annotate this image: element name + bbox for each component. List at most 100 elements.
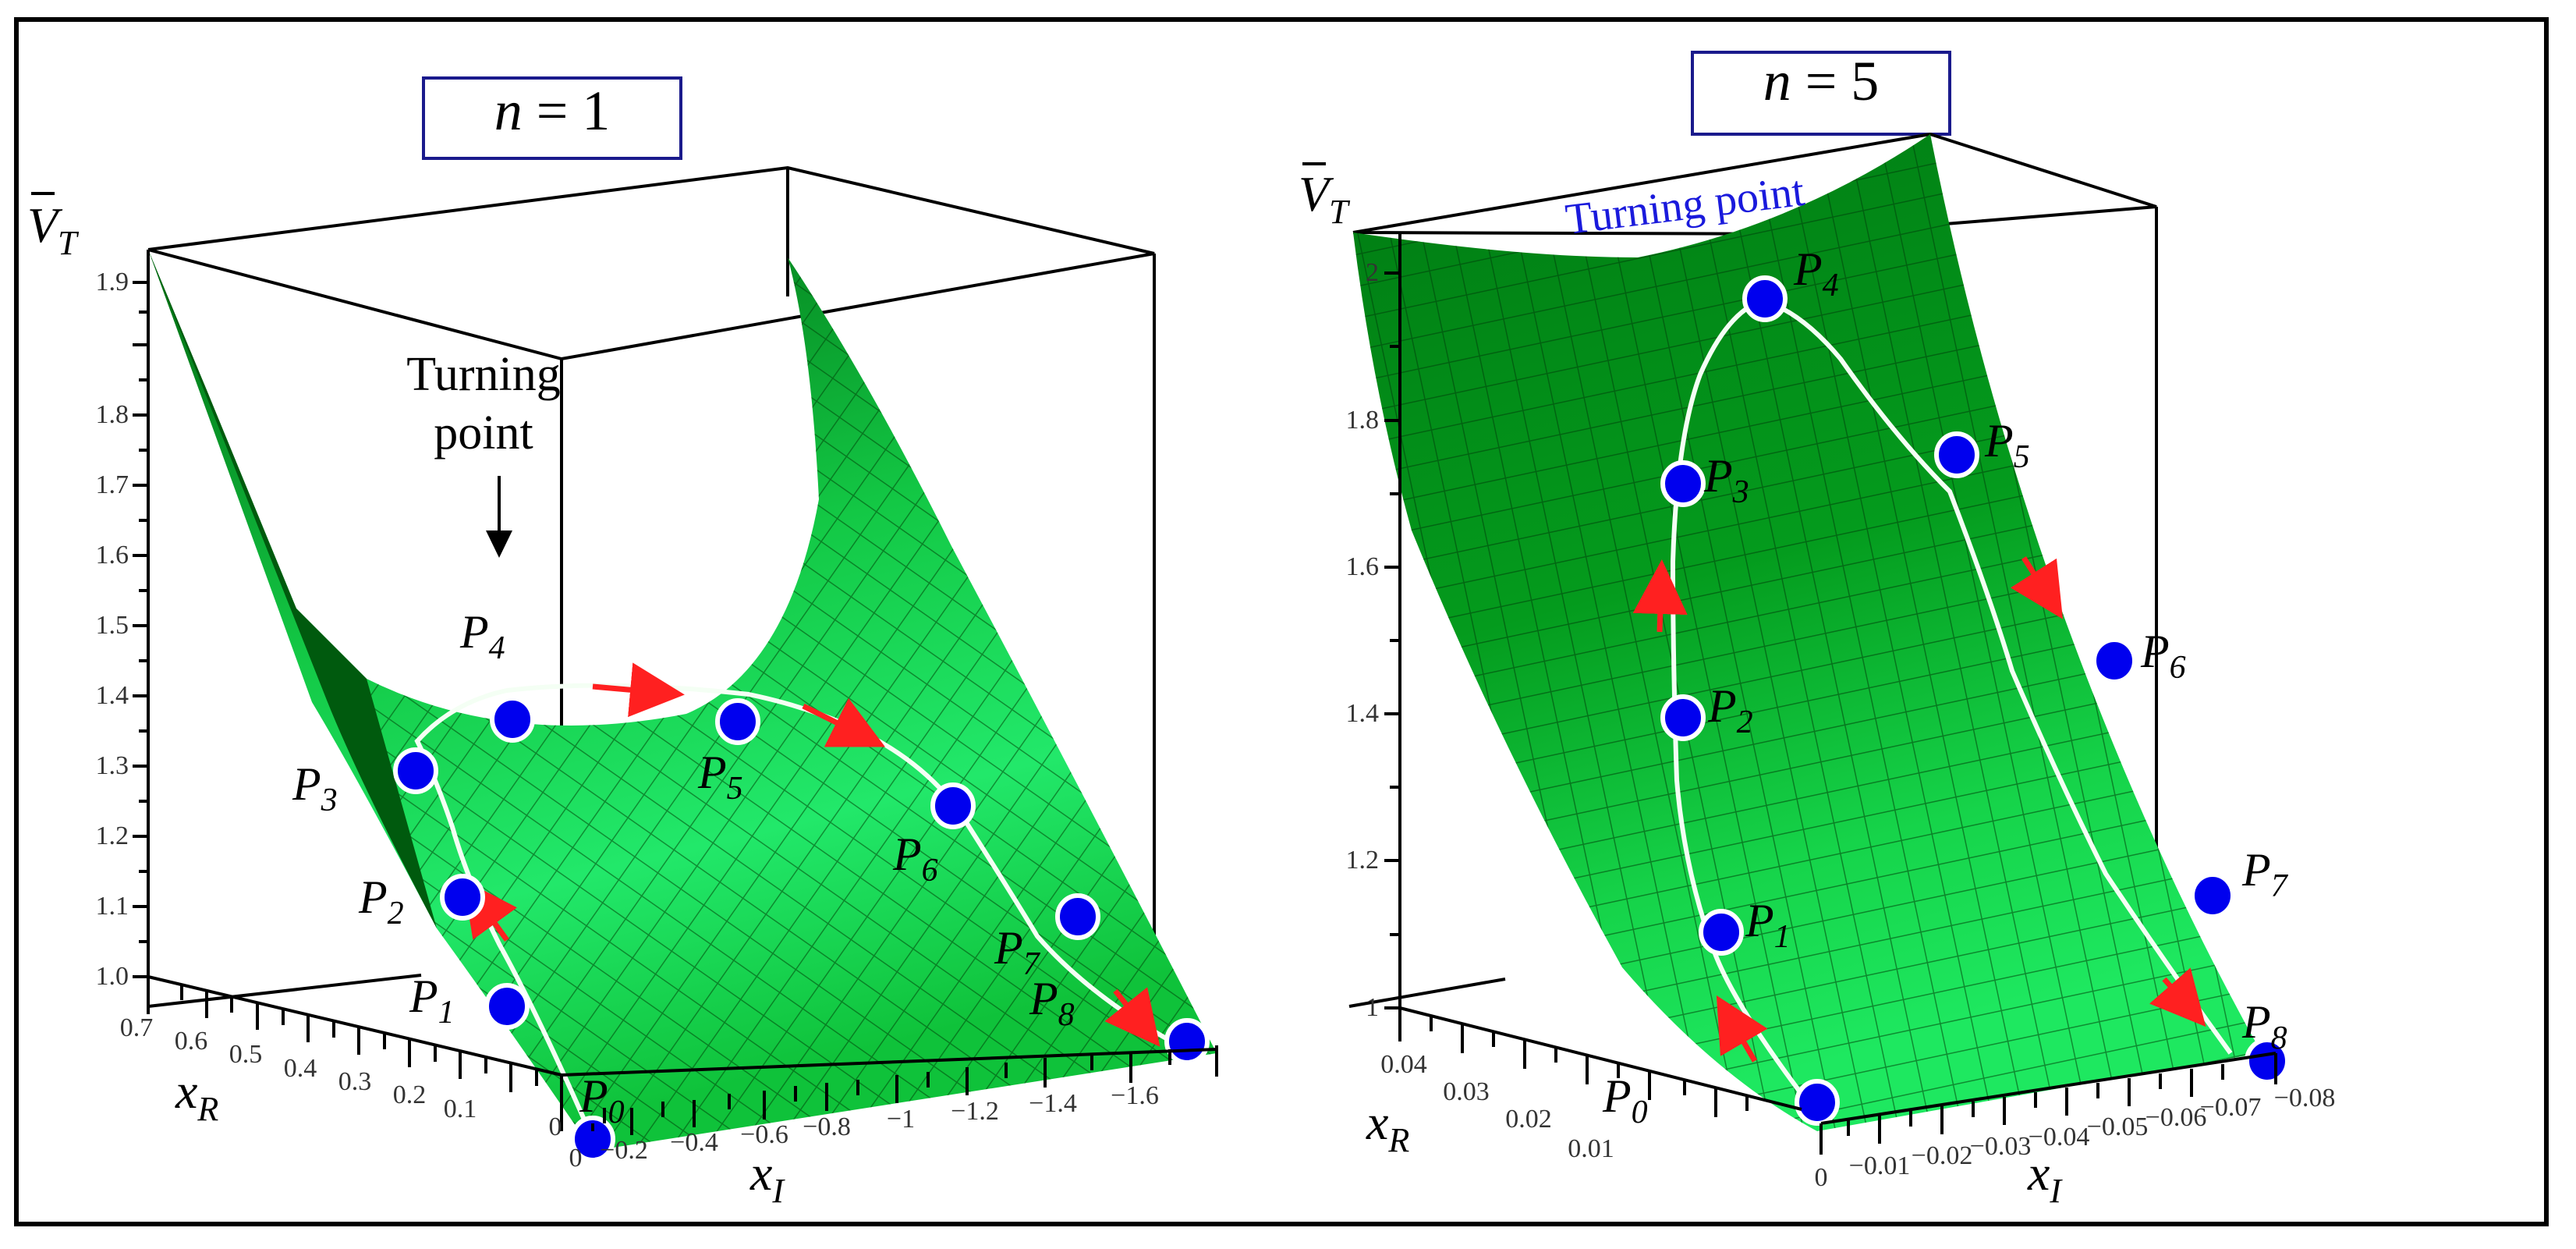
svg-text:P5: P5 — [697, 747, 743, 807]
svg-text:−0.08: −0.08 — [2274, 1084, 2336, 1112]
svg-text:P6: P6 — [2140, 626, 2186, 686]
svg-text:−1.4: −1.4 — [1029, 1089, 1077, 1118]
right-points — [1660, 275, 2290, 1126]
svg-text:−0.2: −0.2 — [600, 1136, 648, 1165]
left-plot: n = 1 Turning point — [27, 76, 1218, 1210]
svg-text:P4: P4 — [459, 606, 505, 666]
svg-text:1.6: 1.6 — [96, 541, 129, 570]
right-point-p4 — [1742, 275, 1788, 322]
svg-text:1: 1 — [1366, 993, 1379, 1022]
left-point-p2 — [440, 874, 485, 921]
right-point-p1 — [1699, 909, 1744, 956]
svg-text:0.04: 0.04 — [1380, 1050, 1427, 1079]
svg-text:−0.6: −0.6 — [740, 1120, 788, 1149]
svg-text:1.9: 1.9 — [96, 268, 129, 296]
left-point-p6 — [930, 782, 976, 829]
left-point-labels: P0 P1 P2 P3 P4 P5 P6 P7 P8 — [292, 606, 1075, 1130]
svg-text:n = 1: n = 1 — [494, 80, 611, 142]
svg-text:−0.02: −0.02 — [1912, 1141, 1973, 1170]
right-point-labels: P0 P1 P2 P3 P4 P5 P6 P7 P8 — [1602, 243, 2289, 1130]
left-x-axis: 0 −0.2 −0.4 −0.6 −0.8 −1 −1.2 −1.4 −1.6 … — [561, 1045, 1218, 1210]
svg-text:−0.04: −0.04 — [2029, 1123, 2090, 1151]
left-direction-arrows — [462, 662, 1160, 1047]
right-r-axis: 0.04 0.03 0.02 0.01 xR — [1366, 1006, 1802, 1163]
left-point-p5 — [715, 698, 760, 745]
right-x-axis-label: xI — [2027, 1145, 2063, 1210]
svg-text:−0.8: −0.8 — [803, 1112, 851, 1141]
svg-text:1.4: 1.4 — [1346, 699, 1380, 728]
left-z-axis-label: VT — [27, 197, 80, 262]
svg-text:0.1: 0.1 — [444, 1095, 477, 1123]
left-z-axis: 1.0 1.1 1.2 1.3 1.4 1.5 1.6 1.7 1.8 1.9 … — [27, 192, 150, 1014]
left-x-axis-label: xI — [749, 1145, 785, 1210]
svg-text:−1.6: −1.6 — [1111, 1081, 1159, 1110]
right-point-p3 — [1660, 460, 1706, 507]
right-direction-arrows — [1632, 556, 2206, 1063]
svg-text:0.5: 0.5 — [229, 1040, 263, 1069]
svg-text:n = 5: n = 5 — [1763, 50, 1880, 112]
svg-text:P0: P0 — [1602, 1070, 1648, 1130]
left-point-p8 — [1164, 1018, 1210, 1065]
svg-text:−0.06: −0.06 — [2145, 1103, 2207, 1132]
right-point-p7 — [2190, 872, 2235, 919]
right-z-axis-label: VT — [1299, 166, 1351, 231]
right-z-axis: 1 1.2 1.4 1.6 1.8 2 VT — [1299, 162, 1401, 1030]
left-turning-point-annotation: Turning point — [406, 348, 561, 558]
svg-text:1.6: 1.6 — [1346, 552, 1380, 581]
svg-text:1.2: 1.2 — [1346, 846, 1380, 875]
left-points — [393, 696, 1210, 1162]
down-arrow-icon — [486, 530, 512, 558]
svg-text:1.7: 1.7 — [96, 470, 129, 499]
left-point-p1 — [484, 983, 530, 1030]
right-surface — [1353, 134, 2262, 1131]
svg-text:0.02: 0.02 — [1505, 1105, 1552, 1134]
left-r-axis-label: xR — [175, 1063, 218, 1128]
right-point-p0 — [1795, 1079, 1840, 1126]
right-title-box: n = 5 — [1691, 50, 1951, 136]
right-title-n: n — [1763, 50, 1791, 112]
svg-text:1.2: 1.2 — [96, 821, 129, 850]
turning-label-line2: point — [434, 406, 533, 460]
svg-text:1.3: 1.3 — [96, 751, 129, 780]
svg-text:−0.4: −0.4 — [670, 1128, 718, 1157]
left-title-n: n — [494, 80, 523, 142]
svg-text:P2: P2 — [1707, 680, 1753, 740]
svg-text:0.7: 0.7 — [120, 1013, 154, 1042]
svg-text:0.2: 0.2 — [393, 1080, 427, 1109]
svg-text:−0.05: −0.05 — [2087, 1112, 2149, 1141]
right-r-axis-label: xR — [1366, 1095, 1409, 1159]
svg-text:1.8: 1.8 — [96, 400, 129, 429]
svg-text:0: 0 — [1815, 1163, 1828, 1192]
svg-text:P8: P8 — [1029, 973, 1075, 1033]
right-point-p5 — [1934, 431, 1979, 478]
left-point-p3 — [393, 747, 438, 794]
svg-text:0.03: 0.03 — [1443, 1077, 1490, 1106]
svg-text:P3: P3 — [1703, 450, 1749, 510]
svg-text:P5: P5 — [1984, 415, 2030, 475]
svg-text:0.3: 0.3 — [338, 1067, 372, 1096]
svg-text:0.01: 0.01 — [1568, 1134, 1614, 1163]
svg-text:0.4: 0.4 — [284, 1054, 317, 1083]
svg-text:P4: P4 — [1793, 243, 1839, 303]
left-point-p4 — [490, 696, 535, 743]
svg-text:0: 0 — [549, 1112, 562, 1141]
svg-text:−0.07: −0.07 — [2200, 1093, 2262, 1122]
left-title-box: n = 1 — [422, 76, 682, 160]
right-x-axis: 0 −0.01 −0.02 −0.03 −0.04 −0.05 −0.06 −0… — [1815, 1052, 2336, 1210]
right-title-eq: = 5 — [1791, 50, 1880, 112]
svg-text:0.6: 0.6 — [175, 1027, 208, 1056]
svg-text:−0.03: −0.03 — [1970, 1132, 2032, 1161]
svg-text:P6: P6 — [892, 829, 938, 889]
left-title-eq: = 1 — [523, 80, 611, 142]
left-r-axis: 0.7 0.6 0.5 0.4 0.3 0.2 0.1 0 xR — [120, 975, 563, 1141]
svg-text:1.8: 1.8 — [1346, 406, 1380, 435]
right-point-p2 — [1660, 694, 1706, 741]
left-point-p0 — [570, 1116, 615, 1162]
svg-text:1.0: 1.0 — [96, 962, 129, 991]
svg-text:P8: P8 — [2241, 996, 2287, 1056]
svg-text:0: 0 — [569, 1144, 583, 1173]
svg-text:P1: P1 — [1745, 895, 1791, 955]
svg-text:P1: P1 — [409, 970, 455, 1031]
svg-text:1.1: 1.1 — [96, 892, 129, 921]
